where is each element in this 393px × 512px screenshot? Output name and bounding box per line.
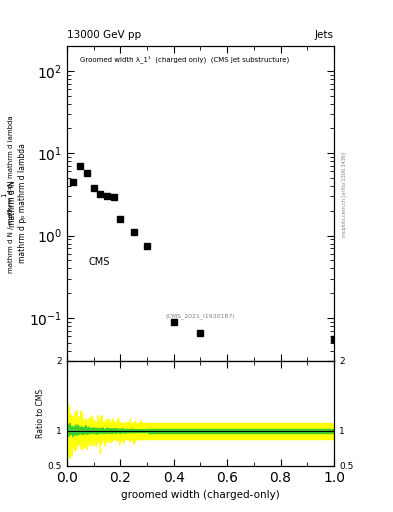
Bar [67, 422, 334, 439]
Bar [67, 429, 334, 433]
Text: mcplots.cern.ch [arXiv:1306.3436]: mcplots.cern.ch [arXiv:1306.3436] [342, 152, 347, 237]
Y-axis label: Ratio to CMS: Ratio to CMS [36, 389, 45, 438]
X-axis label: groomed width (charged-only): groomed width (charged-only) [121, 490, 280, 500]
Text: (CMS_2021_I1920187): (CMS_2021_I1920187) [165, 314, 235, 319]
Text: Jets: Jets [315, 30, 334, 40]
Text: CMS: CMS [88, 257, 110, 267]
Text: 1
mathrm d N / mathrm d pₚ mathrm d lambda: 1 mathrm d N / mathrm d pₚ mathrm d lamb… [1, 116, 15, 273]
Y-axis label: mathrm d²N
mathrm d pₚ mathrm d lambda: mathrm d²N mathrm d pₚ mathrm d lambda [8, 143, 28, 264]
Text: 13000 GeV pp: 13000 GeV pp [67, 30, 141, 40]
Text: Groomed width λ_1¹  (charged only)  (CMS jet substructure): Groomed width λ_1¹ (charged only) (CMS j… [80, 55, 289, 63]
